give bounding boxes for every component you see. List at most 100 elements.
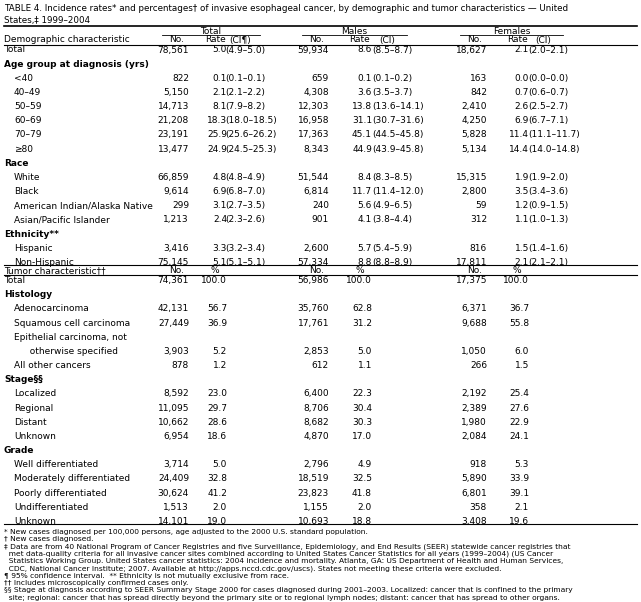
Text: 3,416: 3,416 [163, 244, 189, 253]
Text: Rate: Rate [506, 36, 528, 45]
Text: 0.1: 0.1 [213, 74, 227, 83]
Text: 918: 918 [470, 461, 487, 469]
Text: 2,600: 2,600 [303, 244, 329, 253]
Text: 16,958: 16,958 [297, 116, 329, 125]
Text: (5.4–5.9): (5.4–5.9) [372, 244, 412, 253]
Text: 3,903: 3,903 [163, 347, 189, 356]
Text: No.: No. [169, 36, 185, 45]
Text: Race: Race [4, 159, 28, 168]
Text: <40: <40 [14, 74, 33, 83]
Text: †† Includes microscopically confirmed cases only.: †† Includes microscopically confirmed ca… [4, 580, 188, 586]
Text: (44.5–45.8): (44.5–45.8) [372, 131, 423, 140]
Text: Total: Total [4, 46, 25, 55]
Text: 1.2: 1.2 [515, 201, 529, 210]
Text: 22.3: 22.3 [352, 389, 372, 399]
Text: 18,519: 18,519 [297, 474, 329, 483]
Text: (14.0–14.8): (14.0–14.8) [528, 144, 579, 154]
Text: 51,544: 51,544 [298, 173, 329, 182]
Text: (11.4–12.0): (11.4–12.0) [372, 187, 424, 196]
Text: 1.1: 1.1 [358, 361, 372, 370]
Text: No.: No. [310, 36, 324, 45]
Text: 2,800: 2,800 [462, 187, 487, 196]
Text: (2.1–2.1): (2.1–2.1) [528, 258, 568, 267]
Text: 3,714: 3,714 [163, 461, 189, 469]
Text: (1.9–2.0): (1.9–2.0) [528, 173, 568, 182]
Text: 25.9: 25.9 [207, 131, 227, 140]
Text: 55.8: 55.8 [509, 318, 529, 327]
Text: 299: 299 [172, 201, 189, 210]
Text: Rate: Rate [204, 36, 226, 45]
Text: (8.8–8.9): (8.8–8.9) [372, 258, 412, 267]
Text: (8.3–8.5): (8.3–8.5) [372, 173, 412, 182]
Text: ≥80: ≥80 [14, 144, 33, 154]
Text: 18.3: 18.3 [207, 116, 227, 125]
Text: 18,627: 18,627 [456, 46, 487, 55]
Text: 8.8: 8.8 [358, 258, 372, 267]
Text: Histology: Histology [4, 290, 52, 299]
Text: otherwise specified: otherwise specified [24, 347, 118, 356]
Text: 5,828: 5,828 [462, 131, 487, 140]
Text: 27.6: 27.6 [509, 403, 529, 412]
Text: 5.6: 5.6 [358, 201, 372, 210]
Text: %: % [356, 266, 364, 275]
Text: 30.4: 30.4 [352, 403, 372, 412]
Text: 5.7: 5.7 [358, 244, 372, 253]
Text: met data-quality criteria for all invasive cancer sites combined according to Un: met data-quality criteria for all invasi… [4, 551, 553, 557]
Text: Squamous cell carcinoma: Squamous cell carcinoma [14, 318, 130, 327]
Text: 59,934: 59,934 [297, 46, 329, 55]
Text: 878: 878 [172, 361, 189, 370]
Text: 11.7: 11.7 [352, 187, 372, 196]
Text: (8.5–8.7): (8.5–8.7) [372, 46, 412, 55]
Text: 1,213: 1,213 [163, 216, 189, 225]
Text: 78,561: 78,561 [158, 46, 189, 55]
Text: (11.1–11.7): (11.1–11.7) [528, 131, 579, 140]
Text: 5.0: 5.0 [213, 46, 227, 55]
Text: (3.8–4.4): (3.8–4.4) [372, 216, 412, 225]
Text: 9,614: 9,614 [163, 187, 189, 196]
Text: Statistics Working Group. United States cancer statistics: 2004 incidence and mo: Statistics Working Group. United States … [4, 558, 563, 564]
Text: 2,192: 2,192 [462, 389, 487, 399]
Text: Non-Hispanic: Non-Hispanic [14, 258, 74, 267]
Text: 28.6: 28.6 [207, 418, 227, 427]
Text: 2.4: 2.4 [213, 216, 227, 225]
Text: 2.1: 2.1 [515, 46, 529, 55]
Text: 62.8: 62.8 [352, 305, 372, 314]
Text: (3.4–3.6): (3.4–3.6) [528, 187, 568, 196]
Text: 18.6: 18.6 [207, 432, 227, 441]
Text: 842: 842 [470, 88, 487, 97]
Text: 4.1: 4.1 [358, 216, 372, 225]
Text: 6,371: 6,371 [462, 305, 487, 314]
Text: 2.1: 2.1 [515, 503, 529, 512]
Text: 2,853: 2,853 [303, 347, 329, 356]
Text: (6.7–7.1): (6.7–7.1) [528, 116, 569, 125]
Text: 39.1: 39.1 [509, 489, 529, 498]
Text: All other cancers: All other cancers [14, 361, 90, 370]
Text: Moderately differentiated: Moderately differentiated [14, 474, 130, 483]
Text: (0.1–0.2): (0.1–0.2) [372, 74, 412, 83]
Text: 4,250: 4,250 [462, 116, 487, 125]
Text: (43.9–45.8): (43.9–45.8) [372, 144, 424, 154]
Text: 74,361: 74,361 [158, 276, 189, 285]
Text: 66,859: 66,859 [158, 173, 189, 182]
Text: 12,303: 12,303 [297, 102, 329, 111]
Text: Stage§§: Stage§§ [4, 375, 43, 384]
Text: Hispanic: Hispanic [14, 244, 53, 253]
Text: 358: 358 [470, 503, 487, 512]
Text: 6,400: 6,400 [303, 389, 329, 399]
Text: Regional: Regional [14, 403, 53, 412]
Text: 4.8: 4.8 [213, 173, 227, 182]
Text: 36.9: 36.9 [207, 318, 227, 327]
Text: 3,408: 3,408 [462, 517, 487, 526]
Text: 75,145: 75,145 [158, 258, 189, 267]
Text: 27,449: 27,449 [158, 318, 189, 327]
Text: 23,191: 23,191 [158, 131, 189, 140]
Text: * New cases diagnosed per 100,000 persons, age adjusted to the 2000 U.S. standar: * New cases diagnosed per 100,000 person… [4, 529, 368, 535]
Text: 1,513: 1,513 [163, 503, 189, 512]
Text: Tumor characteristic††: Tumor characteristic†† [4, 266, 106, 275]
Text: 57,334: 57,334 [297, 258, 329, 267]
Text: (2.1–2.2): (2.1–2.2) [225, 88, 265, 97]
Text: 5.2: 5.2 [213, 347, 227, 356]
Text: Undifferentiated: Undifferentiated [14, 503, 88, 512]
Text: 1.2: 1.2 [213, 361, 227, 370]
Text: Age group at diagnosis (yrs): Age group at diagnosis (yrs) [4, 60, 149, 69]
